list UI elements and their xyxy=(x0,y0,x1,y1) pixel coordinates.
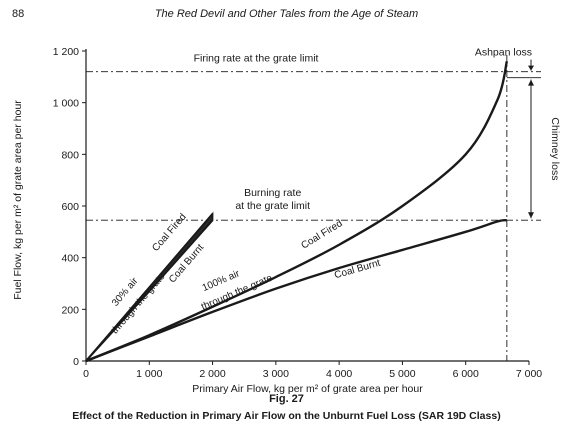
series-100-coal-burnt-line xyxy=(85,219,508,363)
running-title: The Red Devil and Other Tales from the A… xyxy=(154,8,419,20)
y-tick-label: 0 xyxy=(73,356,79,368)
chimney-loss-arrowhead-bottom xyxy=(528,212,534,219)
series-30-coal-burnt-line xyxy=(85,219,214,362)
ashpan-loss-arrowhead xyxy=(528,65,534,71)
y-tick-label: 400 xyxy=(61,253,79,265)
x-tick-label: 0 xyxy=(83,368,89,380)
x-axis-title: Primary Air Flow, kg per m² of grate are… xyxy=(192,383,423,395)
chimney-loss-arrowhead-top xyxy=(528,79,534,86)
coal-burnt-100-label: Coal Burnt xyxy=(333,258,382,282)
x-tick-label: 1 000 xyxy=(136,368,162,380)
y-tick-label: 200 xyxy=(61,304,79,316)
x-tick-label: 2 000 xyxy=(199,368,225,380)
ashpan-loss-label: Ashpan loss xyxy=(475,47,532,59)
x-tick-label: 6 000 xyxy=(453,368,479,380)
series-100-coal-fired-line xyxy=(85,61,509,363)
page-number: 88 xyxy=(12,8,25,20)
x-tick-label: 7 000 xyxy=(516,368,542,380)
firing-rate-label: Firing rate at the grate limit xyxy=(194,53,319,65)
x-tick-label: 4 000 xyxy=(326,368,352,380)
y-axis-title: Fuel Flow, kg per m² of grate area per h… xyxy=(12,100,24,300)
chart-marks xyxy=(85,61,509,363)
chart-axes: 0 1 000 2 000 3 000 4 000 5 000 6 000 7 000 0 200… xyxy=(12,46,542,395)
y-tick-label: 1 200 xyxy=(53,46,79,58)
x-tick-label: 5 000 xyxy=(389,368,415,380)
y-tick-label: 600 xyxy=(61,201,79,213)
burning-rate-label-line1: Burning rate xyxy=(244,187,301,199)
burning-rate-label-line2: at the grate limit xyxy=(235,200,310,212)
chart-labels: Ashpan loss Firing rate at the grate limi… xyxy=(110,47,561,337)
reference-lines xyxy=(86,55,541,361)
y-tick-label: 1 000 xyxy=(53,98,79,110)
chimney-loss-label: Chimney loss xyxy=(549,117,561,180)
y-tick-label: 800 xyxy=(61,149,79,161)
figure-number: Fig. 27 xyxy=(269,393,304,405)
x-tick-label: 3 000 xyxy=(263,368,289,380)
figure-caption: Effect of the Reduction in Primary Air F… xyxy=(72,410,501,422)
